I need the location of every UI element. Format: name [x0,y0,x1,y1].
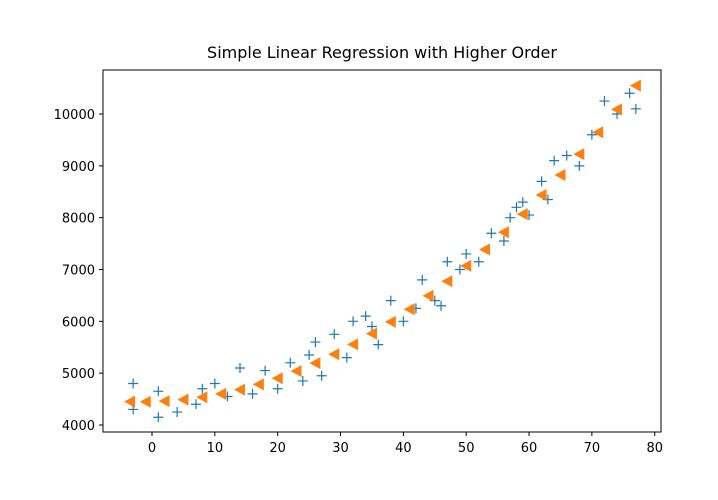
point [124,395,136,408]
point [554,169,566,182]
y-tick-label: 5000 [62,367,95,382]
point [574,160,585,171]
y-tick-label: 4000 [62,419,95,434]
point [247,388,258,399]
point [234,362,245,373]
point [177,393,189,406]
point [285,357,296,368]
point [516,208,528,221]
point [360,311,371,322]
point [497,226,509,239]
point [366,321,377,332]
y-tick-label: 9000 [62,160,95,175]
point [341,352,352,363]
point [417,274,428,285]
point [624,88,635,99]
point [460,259,472,272]
y-tick-label: 10000 [54,108,95,123]
point [573,148,585,161]
y-tick-label: 7000 [62,264,95,279]
point [517,197,528,208]
x-tick-label: 60 [521,441,538,456]
point [630,103,641,114]
point [272,383,283,394]
point [403,303,415,316]
point [473,256,484,267]
x-tick-label: 50 [458,441,475,456]
point [215,387,227,400]
point [611,103,623,116]
x-tick-label: 0 [148,441,156,456]
y-tick-label: 6000 [62,315,95,330]
point [196,391,208,404]
point [209,378,220,389]
x-tick-label: 10 [207,441,224,456]
chart-title: Simple Linear Regression with Higher Ord… [207,43,557,62]
plot-frame [102,69,662,433]
point [347,338,359,351]
point [329,329,340,340]
x-tick-label: 80 [646,441,663,456]
point [486,228,497,239]
point [592,126,604,139]
point [191,399,201,410]
point [309,357,321,370]
point [461,248,472,259]
point [586,129,597,140]
point [599,96,610,107]
point [316,370,327,381]
x-tick-label: 70 [584,441,601,456]
point [297,375,308,386]
x-tick-label: 40 [395,441,412,456]
point [498,235,509,246]
point [252,378,264,391]
point [549,155,560,166]
point [197,383,208,394]
y-tick-label: 8000 [62,212,95,227]
point [153,386,164,397]
point [536,176,547,187]
point [260,365,271,376]
point [385,295,396,306]
point [398,316,409,327]
point [422,289,434,302]
point [365,327,377,340]
point [271,372,283,385]
point [561,150,572,161]
point [348,316,359,327]
point [505,212,516,223]
point [441,275,453,288]
point [535,189,547,202]
point [328,348,340,361]
point [384,315,396,328]
point [128,378,139,389]
point [233,383,245,396]
point [153,412,164,423]
point [310,337,321,348]
point [436,300,447,311]
point [158,395,170,408]
point [373,339,384,350]
point [139,395,151,408]
point [290,365,302,378]
point [479,243,491,256]
point [442,256,453,267]
point [511,202,522,213]
x-tick-label: 30 [332,441,349,456]
point [304,350,315,361]
point [172,407,183,418]
point [454,264,465,275]
x-tick-label: 20 [269,441,286,456]
point [629,79,641,92]
